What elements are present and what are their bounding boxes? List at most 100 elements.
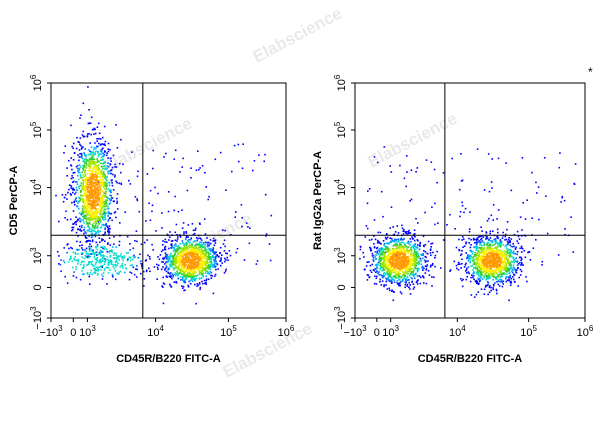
event-dot — [80, 213, 83, 216]
event-dot — [401, 224, 403, 227]
event-dot — [95, 203, 98, 206]
event-dot — [401, 252, 404, 255]
event-dot — [392, 299, 395, 302]
event-dot — [505, 277, 507, 280]
event-dot — [95, 169, 97, 172]
event-dot — [210, 258, 212, 261]
event-dot — [72, 180, 75, 183]
event-dot — [182, 285, 185, 288]
event-dot — [495, 288, 498, 291]
event-dot — [371, 238, 373, 241]
event-dot — [161, 285, 163, 287]
event-dot — [473, 296, 476, 298]
event-dot — [380, 252, 383, 254]
event-dot — [80, 153, 83, 156]
event-dot — [162, 249, 164, 251]
event-dot — [92, 128, 95, 131]
event-dot — [88, 212, 90, 214]
event-dot — [497, 243, 499, 246]
event-dot — [98, 204, 101, 207]
event-dot — [103, 173, 105, 176]
event-dot — [199, 263, 202, 265]
event-dot — [89, 243, 91, 245]
event-dot — [422, 275, 424, 278]
event-dot — [100, 165, 103, 168]
event-dot — [392, 262, 394, 264]
event-dot — [413, 229, 416, 231]
event-dot — [81, 176, 83, 179]
event-dot — [110, 263, 113, 265]
event-dot — [157, 192, 159, 195]
event-dot — [495, 271, 497, 273]
event-dot — [90, 269, 92, 272]
event-dot — [375, 271, 377, 274]
event-dot — [86, 222, 88, 225]
event-dot — [85, 167, 88, 169]
event-dot — [411, 273, 413, 276]
event-dot — [463, 245, 466, 247]
event-dot — [422, 267, 424, 269]
event-dot — [80, 191, 82, 193]
event-dot — [171, 246, 173, 248]
event-dot — [103, 263, 106, 265]
event-dot — [390, 253, 393, 256]
event-dot — [112, 265, 115, 268]
event-dot — [102, 186, 105, 188]
event-dot — [227, 259, 229, 262]
event-dot — [409, 265, 411, 267]
event-dot — [99, 252, 101, 255]
event-dot — [109, 244, 112, 246]
event-dot — [91, 163, 94, 165]
event-dot — [192, 246, 194, 249]
event-dot — [474, 251, 476, 254]
event-dot — [402, 238, 404, 241]
event-dot — [89, 204, 92, 207]
event-dot — [82, 183, 84, 185]
event-dot — [495, 248, 498, 250]
event-dot — [83, 185, 86, 187]
event-dot — [492, 287, 494, 289]
event-dot — [481, 278, 484, 281]
event-dot — [83, 273, 85, 275]
event-dot — [479, 244, 481, 246]
event-dot — [120, 171, 122, 174]
event-dot — [511, 268, 514, 270]
event-dot — [470, 244, 472, 246]
event-dot — [83, 189, 86, 191]
event-dot — [501, 280, 504, 282]
event-dot — [363, 268, 366, 271]
event-dot — [391, 290, 393, 292]
event-dot — [91, 253, 94, 255]
event-dot — [88, 200, 91, 203]
event-dots — [359, 146, 577, 302]
event-dot — [505, 269, 507, 272]
event-dot — [387, 250, 390, 252]
event-dot — [169, 283, 171, 286]
event-dot — [391, 239, 394, 242]
event-dot — [197, 274, 199, 277]
event-dot — [99, 138, 102, 140]
event-dot — [97, 268, 100, 271]
event-dot — [83, 186, 85, 189]
event-dot — [387, 255, 389, 258]
event-dot — [412, 268, 414, 270]
event-dot — [478, 256, 480, 259]
event-dot — [183, 263, 186, 265]
event-dot — [190, 252, 192, 255]
event-dot — [222, 243, 225, 245]
event-dot — [417, 254, 420, 256]
event-dot — [505, 265, 507, 268]
event-dot — [106, 207, 109, 210]
event-dot — [82, 167, 85, 169]
event-dot — [79, 200, 81, 202]
event-dot — [401, 261, 403, 263]
event-dot — [186, 272, 189, 274]
event-dot — [165, 255, 167, 257]
event-dot — [383, 285, 385, 288]
event-dot — [407, 246, 410, 248]
event-dot — [470, 250, 472, 253]
event-dot — [459, 211, 462, 213]
event-dot — [103, 268, 106, 270]
event-dot — [85, 184, 87, 186]
event-dot — [194, 279, 196, 281]
